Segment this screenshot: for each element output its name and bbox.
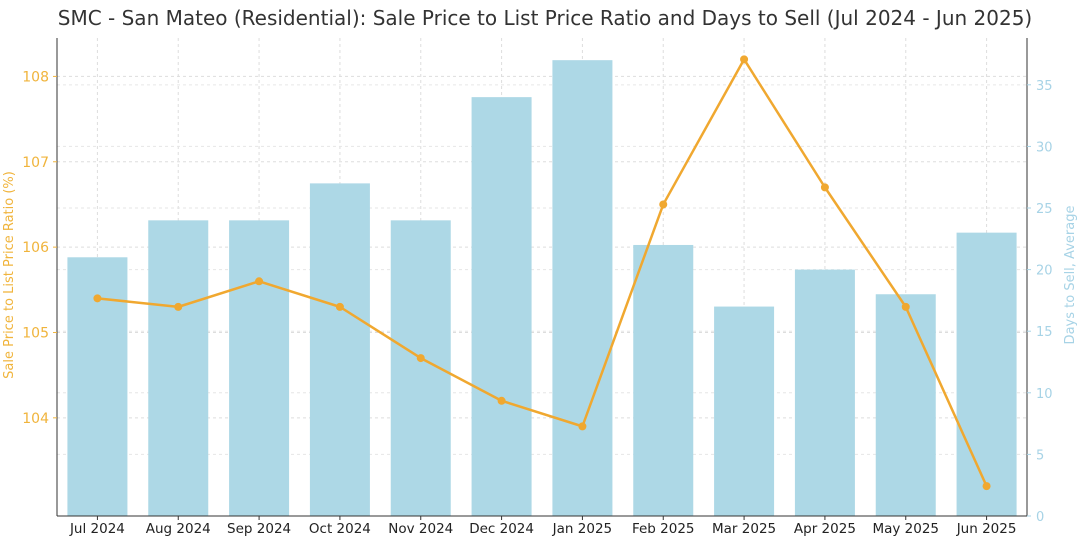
- point-sale-to-list-ratio: [174, 302, 183, 311]
- bar-days-to-sell: [714, 306, 775, 516]
- x-tick-label: Oct 2024: [309, 521, 371, 537]
- bar-days-to-sell: [148, 220, 209, 516]
- bar-days-to-sell: [633, 244, 694, 517]
- y-right-tick-label: 10: [1036, 387, 1053, 402]
- y-left-tick-label: 108: [22, 69, 49, 85]
- y-axis-left-label: Sale Price to List Price Ratio (%): [2, 171, 17, 379]
- bar-series: [67, 60, 1017, 517]
- chart-title: SMC - San Mateo (Residential): Sale Pric…: [58, 6, 1032, 30]
- bar-days-to-sell: [956, 232, 1017, 517]
- x-tick-label: Jan 2025: [552, 521, 612, 537]
- line-sale-to-list-ratio: [97, 58, 988, 487]
- point-sale-to-list-ratio: [255, 277, 264, 286]
- bar-days-to-sell: [309, 183, 370, 516]
- point-sale-to-list-ratio: [93, 294, 102, 303]
- y-left-tick-label: 107: [22, 155, 49, 171]
- y-right-tick-label: 0: [1036, 510, 1044, 525]
- x-tick-label: Feb 2025: [632, 521, 695, 537]
- x-tick-label: Apr 2025: [794, 521, 856, 537]
- x-tick-label: Jun 2025: [956, 521, 1017, 537]
- y-left-tick-label: 105: [22, 325, 49, 341]
- point-sale-to-list-ratio: [578, 422, 587, 431]
- point-sale-to-list-ratio: [740, 55, 749, 64]
- bar-days-to-sell: [471, 97, 532, 516]
- x-tick-label: Aug 2024: [146, 521, 211, 537]
- point-sale-to-list-ratio: [497, 396, 506, 405]
- y-right-tick-label: 30: [1036, 140, 1053, 155]
- point-sale-to-list-ratio: [901, 302, 910, 311]
- y-axis-right-label: Days to Sell, Average: [1063, 206, 1078, 345]
- bar-days-to-sell: [875, 294, 936, 516]
- line-series: [93, 55, 991, 491]
- y-right-tick-label: 20: [1036, 264, 1053, 279]
- tick-labels: Jul 2024 Aug 2024 Sep 2024 Oct 2024 Nov 2024…: [22, 69, 1052, 537]
- bar-days-to-sell: [552, 60, 613, 516]
- point-sale-to-list-ratio: [659, 200, 668, 209]
- point-sale-to-list-ratio: [335, 302, 344, 311]
- y-right-tick-label: 15: [1036, 325, 1053, 340]
- bar-days-to-sell: [229, 220, 290, 516]
- y-right-tick-label: 5: [1036, 448, 1044, 463]
- y-right-tick-label: 35: [1036, 79, 1053, 94]
- x-tick-label: Nov 2024: [388, 521, 453, 537]
- x-tick-label: May 2025: [872, 521, 939, 537]
- y-left-tick-label: 104: [22, 411, 49, 427]
- point-sale-to-list-ratio: [820, 183, 829, 192]
- point-sale-to-list-ratio: [416, 354, 425, 363]
- y-left-tick-label: 106: [22, 240, 49, 256]
- x-tick-label: Jul 2024: [69, 521, 125, 537]
- x-tick-label: Sep 2024: [227, 521, 291, 537]
- point-sale-to-list-ratio: [982, 482, 991, 491]
- x-tick-label: Dec 2024: [469, 521, 534, 537]
- bar-days-to-sell: [794, 269, 855, 516]
- axes: [56, 38, 1028, 517]
- x-tick-label: Mar 2025: [712, 521, 776, 537]
- y-right-tick-label: 25: [1036, 202, 1053, 217]
